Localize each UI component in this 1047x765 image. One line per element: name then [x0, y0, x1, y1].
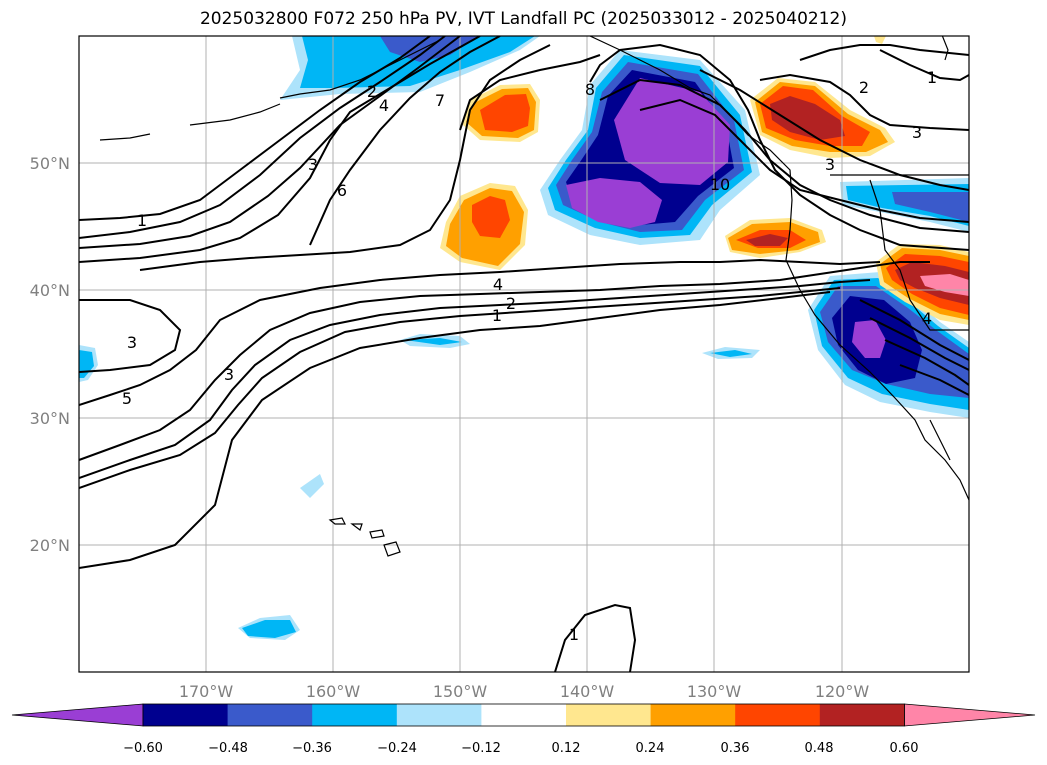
shaded-field: [79, 36, 969, 640]
colorbar-frame: [142, 703, 905, 727]
lon-label: 150°W: [433, 682, 488, 701]
contour-label: 4: [493, 275, 503, 294]
colorbar-swatch: [143, 704, 229, 726]
contour-label: 2: [506, 294, 516, 313]
map-plot-area: 1 3 3 5 3 2 4 7 6 4 2 1 8 10 2 3 1 3 4 1: [79, 36, 969, 672]
colorbar-swatch: [650, 704, 736, 726]
contour-labels: 1 3 3 5 3 2 4 7 6 4 2 1 8 10 2 3 1 3 4 1: [122, 68, 937, 644]
colorbar-tick-label: 0.48: [805, 741, 834, 756]
contour-label: 3: [912, 123, 922, 142]
colorbar-swatch: [312, 704, 398, 726]
lon-label: 120°W: [815, 682, 870, 701]
colorbar-tick-label: 0.12: [552, 741, 581, 756]
contour-label: 3: [825, 155, 835, 174]
colorbar-tick-label: 0.24: [636, 741, 665, 756]
figure-title: 2025032800 F072 250 hPa PV, IVT Landfall…: [199, 9, 847, 29]
colorbar-tick-label: −0.36: [292, 741, 332, 756]
contour-label: 1: [927, 68, 937, 87]
lat-label: 30°N: [30, 409, 70, 428]
lon-label: 160°W: [306, 682, 361, 701]
colorbar-swatch: [819, 704, 905, 726]
lat-label: 20°N: [30, 536, 70, 555]
contour-label: 3: [224, 365, 234, 384]
lon-axis: 170°W 160°W 150°W 140°W 130°W 120°W: [179, 682, 870, 701]
colorbar-ticks: −0.60 −0.48 −0.36 −0.24 −0.12 0.12 0.24 …: [123, 741, 918, 756]
contour-label: 1: [569, 625, 579, 644]
contour-label: 1: [137, 211, 147, 230]
pv-contours: [79, 36, 969, 672]
colorbar-tick-label: 0.36: [721, 741, 750, 756]
contour-label: 7: [435, 91, 445, 110]
lat-axis: 50°N 40°N 30°N 20°N: [30, 154, 70, 555]
colorbar-swatch: [481, 704, 567, 726]
colorbar-swatch: [396, 704, 482, 726]
colorbar-tick-label: 0.60: [890, 741, 919, 756]
colorbar-tick-label: −0.48: [208, 741, 248, 756]
contour-label: 1: [492, 306, 502, 325]
contour-label: 8: [585, 80, 595, 99]
colorbar-swatch: [566, 704, 652, 726]
colorbar: [11, 703, 1036, 727]
contour-label: 5: [122, 389, 132, 408]
contour-label: 2: [859, 78, 869, 97]
contour-label: 3: [308, 155, 318, 174]
colorbar-tick-label: −0.12: [461, 741, 501, 756]
lon-label: 140°W: [560, 682, 615, 701]
gridlines: [79, 36, 969, 672]
colorbar-tick-label: −0.24: [377, 741, 417, 756]
lon-label: 170°W: [179, 682, 234, 701]
colorbar-swatch: [227, 704, 313, 726]
contour-label: 2: [367, 82, 377, 101]
lat-label: 40°N: [30, 281, 70, 300]
colorbar-tick-label: −0.60: [123, 741, 163, 756]
lat-label: 50°N: [30, 154, 70, 173]
colorbar-extend-left: [11, 703, 144, 727]
contour-label: 10: [710, 175, 730, 194]
contour-label: 4: [379, 96, 389, 115]
map-frame: [78, 35, 970, 673]
colorbar-swatch: [735, 704, 821, 726]
colorbar-extend-right: [904, 703, 1036, 727]
contour-label: 4: [922, 309, 932, 328]
lon-label: 130°W: [687, 682, 742, 701]
contour-label: 3: [127, 333, 137, 352]
contour-label: 6: [337, 181, 347, 200]
